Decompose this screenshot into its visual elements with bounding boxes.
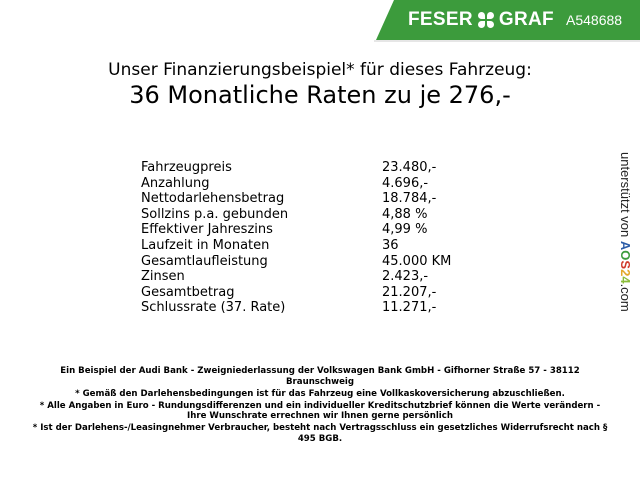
row-value: 4,99 % (382, 222, 428, 238)
aos24-logo: AOS24 (618, 240, 633, 284)
table-row: Zinsen 2.423,- (141, 269, 451, 285)
table-row: Schlussrate (37. Rate) 11.271,- (141, 300, 451, 316)
row-value: 23.480,- (382, 160, 437, 175)
brand-logo: FESER GRAF (408, 9, 554, 31)
footer-disclaimer: Ein Beispiel der Audi Bank - Zweignieder… (30, 366, 610, 446)
row-label: Sollzins p.a. gebunden (141, 206, 289, 222)
sponsor-suffix: .com (618, 283, 633, 312)
clover-icon (477, 12, 494, 28)
financing-table: Fahrzeugpreis 23.480,- Anzahlung 4.696,- Net… (141, 160, 451, 316)
row-label: Anzahlung (141, 175, 210, 191)
row-value: 2.423,- (382, 269, 429, 285)
row-label: Schlussrate (37. Rate) (141, 300, 286, 316)
row-label: Zinsen (141, 269, 185, 285)
footer-line: * Ist der Darlehens-/Leasingnehmer Verbr… (32, 423, 608, 445)
table-row: Gesamtlaufleistung 45.000 KM (141, 254, 451, 270)
row-value: 4,88 % (382, 206, 428, 222)
sponsor-note: unterstützt von AOS24.com (613, 152, 633, 332)
row-label: Fahrzeugpreis (141, 160, 232, 175)
row-label: Gesamtlaufleistung (141, 253, 268, 269)
row-value: 45.000 KM (382, 253, 452, 269)
brand-name: FESER (408, 9, 473, 30)
sponsor-prefix: unterstützt von (618, 152, 633, 238)
row-label: Nettodarlehensbetrag (141, 191, 285, 207)
table-row: Fahrzeugpreis 23.480,- (141, 160, 451, 176)
vehicle-code: A548688 (566, 12, 623, 28)
row-value: 11.271,- (382, 300, 437, 316)
row-label: Effektiver Jahreszins (141, 222, 273, 238)
table-row: Gesamtbetrag 21.207,- (141, 285, 451, 301)
row-value: 4.696,- (382, 175, 429, 191)
title-line-1: Unser Finanzierungsbeispiel* für dieses … (108, 60, 532, 80)
footer-line: * Alle Angaben in Euro - Rundungsdiffere… (39, 400, 601, 422)
footer-line: Ein Beispiel der Audi Bank - Zweignieder… (60, 366, 580, 387)
table-row: Effektiver Jahreszins 4,99 % (141, 222, 451, 238)
row-label: Laufzeit in Monaten (141, 237, 270, 253)
table-row: Nettodarlehensbetrag 18.784,- (141, 191, 451, 207)
row-value: 18.784,- (382, 191, 437, 207)
table-row: Sollzins p.a. gebunden 4,88 % (141, 207, 451, 223)
table-row: Laufzeit in Monaten 36 (141, 238, 451, 254)
row-value: 21.207,- (382, 284, 437, 300)
brand-name-2: GRAF (498, 9, 554, 30)
banner-shadow (374, 40, 640, 42)
title-rate: 36 Monatliche Raten zu je 276,- (129, 81, 511, 109)
row-label: Gesamtbetrag (141, 284, 235, 300)
brand-banner (376, 0, 640, 40)
table-row: Anzahlung 4.696,- (141, 176, 451, 192)
row-value: 36 (382, 237, 399, 253)
footer-line: * Gemäß den Darlehensbedingungen ist für… (75, 388, 565, 399)
